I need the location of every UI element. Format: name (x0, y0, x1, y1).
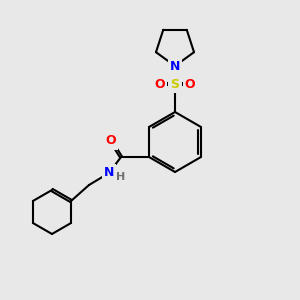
Text: H: H (116, 172, 126, 182)
Text: O: O (155, 77, 165, 91)
Text: O: O (106, 134, 116, 148)
Text: N: N (104, 167, 114, 179)
Text: N: N (170, 59, 180, 73)
Text: O: O (185, 77, 195, 91)
Text: S: S (170, 77, 179, 91)
